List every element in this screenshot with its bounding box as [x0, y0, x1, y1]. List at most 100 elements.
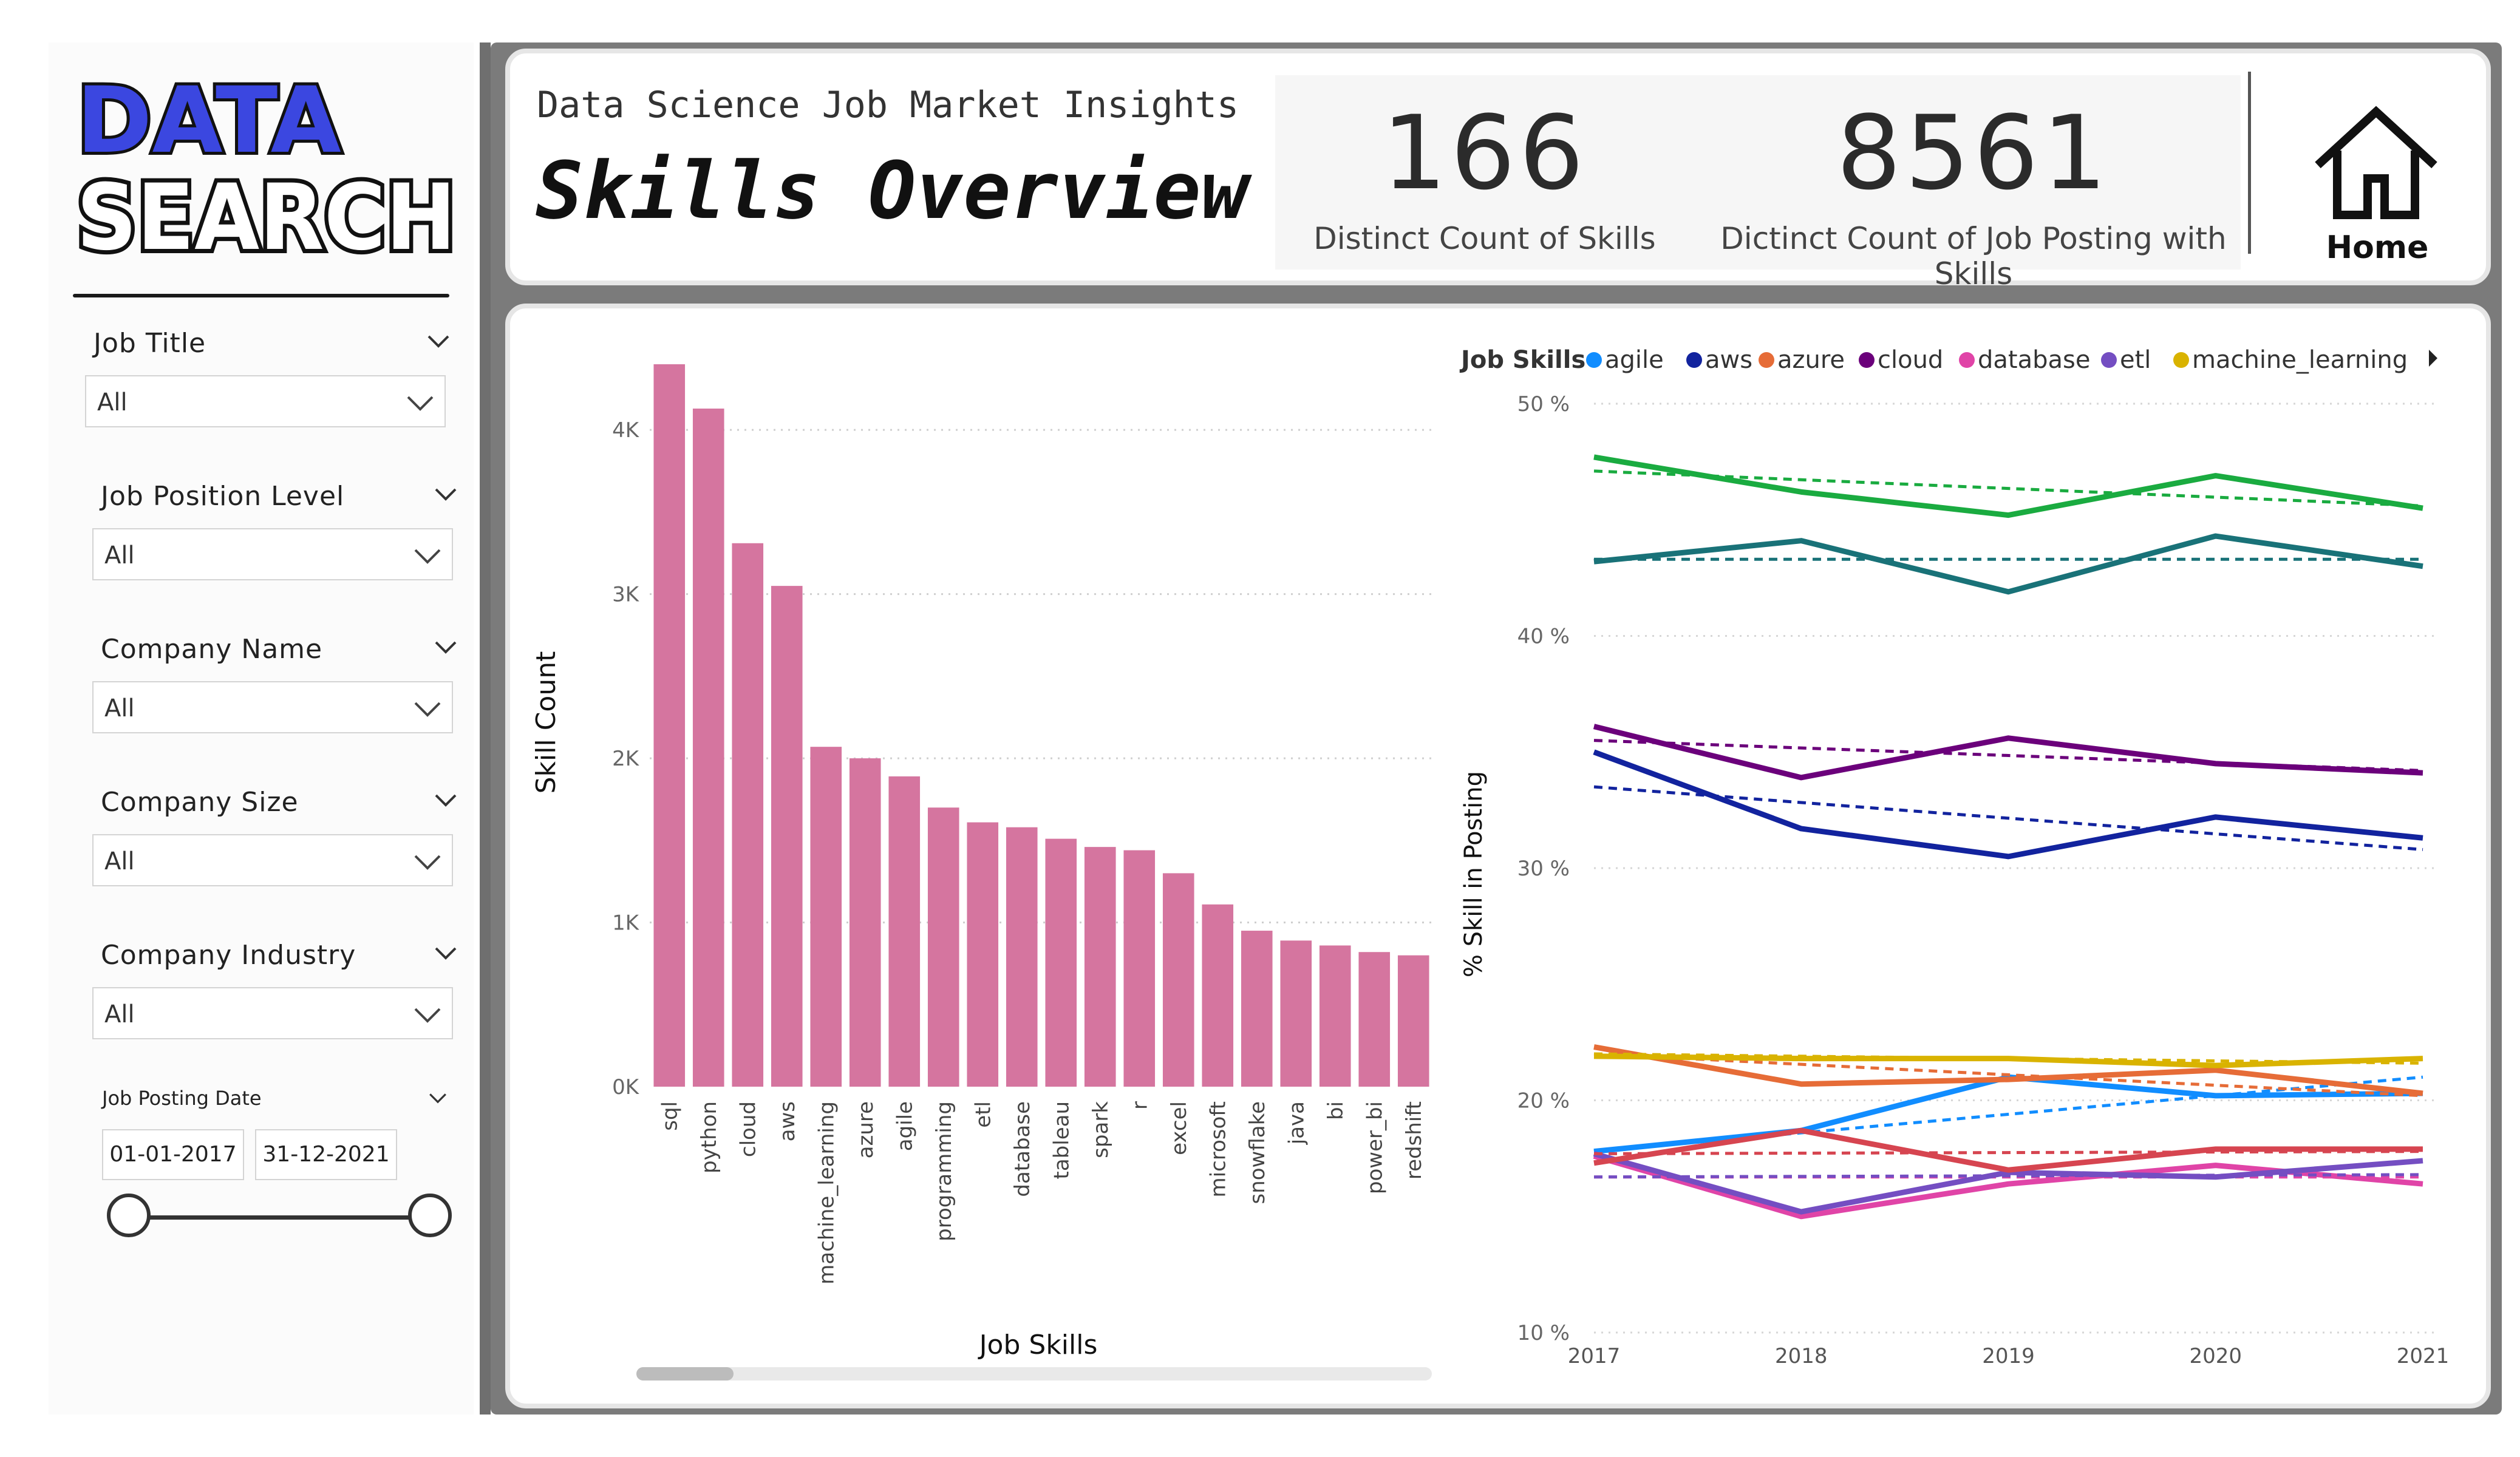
x-tick-label: etl [971, 1101, 995, 1128]
slider-end-handle[interactable] [408, 1194, 452, 1237]
legend-next-arrow-icon[interactable] [2429, 350, 2437, 367]
bar-database[interactable] [1006, 827, 1038, 1087]
bar-programming[interactable] [927, 807, 959, 1087]
bar-microsoft[interactable] [1202, 904, 1234, 1087]
bar-y-axis-title: Skill Count [531, 651, 562, 794]
legend-title: Job Skills [1459, 346, 1585, 374]
chevron-down-icon[interactable] [434, 790, 458, 809]
bar-java[interactable] [1280, 940, 1312, 1087]
logo-line2: SEARCH [77, 165, 456, 267]
legend-marker-aws[interactable] [1686, 352, 1702, 368]
bar-snowflake[interactable] [1241, 931, 1273, 1087]
job-title-dropdown[interactable]: All [85, 375, 446, 427]
bar-sql[interactable] [653, 364, 686, 1087]
legend-label-database[interactable]: database [1978, 346, 2090, 374]
chevron-down-icon [414, 549, 441, 564]
line-cloud[interactable] [1593, 724, 2423, 781]
line-series-9[interactable] [1593, 533, 2423, 595]
bar-power_bi[interactable] [1358, 952, 1391, 1087]
line-y-axis: 10 % 20 % 30 % 40 % 50 % [1517, 392, 1570, 1345]
kpi-job-postings-label: Dictinct Count of Job Posting with Skill… [1720, 221, 2227, 291]
page-title: Skills Overview [536, 144, 1248, 237]
chevron-down-icon[interactable] [427, 1090, 448, 1105]
line-machine_learning[interactable] [1593, 1053, 2423, 1068]
legend-marker-agile[interactable] [1586, 352, 1602, 368]
filter-label: Job Position Level [101, 481, 345, 512]
slider-start-handle[interactable] [107, 1194, 151, 1237]
chevron-down-icon [414, 1008, 441, 1023]
chevron-down-icon[interactable] [434, 484, 458, 503]
company-name-dropdown[interactable]: All [92, 681, 453, 733]
home-button-label[interactable]: Home [2326, 229, 2429, 266]
legend-label-etl[interactable]: etl [2120, 346, 2151, 374]
bar-python[interactable] [692, 409, 724, 1087]
legend-label-azure[interactable]: azure [1777, 346, 1845, 374]
chevron-down-icon[interactable] [434, 637, 458, 656]
job-position-level-dropdown[interactable]: All [92, 528, 453, 580]
bar-cloud[interactable] [732, 543, 764, 1087]
horizontal-scrollbar[interactable] [636, 1367, 1432, 1381]
line-y-axis-title: % Skill in Posting [1460, 771, 1488, 977]
bar-excel[interactable] [1162, 873, 1194, 1087]
x-tick-label: agile [893, 1101, 917, 1151]
filter-job-posting-date: Job Posting Date 01-01-2017 31-12-2021 [97, 1087, 461, 1269]
line-gridlines [1594, 402, 2435, 1334]
x-tick-label: spark [1089, 1101, 1113, 1158]
bar-aws[interactable] [771, 586, 803, 1087]
x-tick-label: machine_learning [814, 1101, 839, 1285]
bar-azure[interactable] [849, 758, 881, 1087]
x-tick-label: 2018 [1775, 1344, 1828, 1368]
x-tick-label: 2020 [2189, 1344, 2242, 1368]
bar-spark[interactable] [1084, 847, 1116, 1087]
x-tick-label: snowflake [1245, 1101, 1270, 1204]
chevron-down-icon[interactable] [426, 331, 451, 350]
chevron-down-icon[interactable] [434, 943, 458, 962]
bar-bi[interactable] [1319, 945, 1351, 1087]
x-tick-label: tableau [1049, 1101, 1074, 1180]
date-range-slider-track[interactable] [129, 1215, 432, 1220]
legend-label-agile[interactable]: agile [1605, 346, 1664, 374]
legend-marker-etl[interactable] [2101, 352, 2117, 368]
bar-redshift[interactable] [1397, 955, 1429, 1087]
line-series-10[interactable] [1593, 1127, 2423, 1173]
line-series-8[interactable] [1593, 454, 2423, 518]
bar-tableau[interactable] [1045, 838, 1077, 1087]
line-azure[interactable] [1593, 1044, 2423, 1096]
filter-label: Company Industry [101, 940, 356, 971]
legend-label-machine_learning[interactable]: machine_learning [2192, 346, 2408, 374]
filter-label: Company Name [101, 634, 323, 665]
x-tick-label: bi [1324, 1101, 1348, 1120]
bar-agile[interactable] [888, 776, 921, 1087]
x-tick-label: microsoft [1206, 1101, 1230, 1198]
y-tick-label: 0K [612, 1075, 640, 1099]
kpi-job-postings-value: 8561 [1836, 93, 2111, 212]
legend-label-cloud[interactable]: cloud [1878, 346, 1943, 374]
company-industry-dropdown[interactable]: All [92, 987, 453, 1039]
trend-line-azure [1593, 1052, 2423, 1098]
line-aws[interactable] [1593, 749, 2423, 860]
y-tick-label: 30 % [1517, 857, 1570, 881]
x-tick-label: r [1128, 1101, 1152, 1110]
trend-line-etl [1593, 1173, 2423, 1179]
filter-label: Job Title [94, 328, 206, 359]
end-date-input[interactable]: 31-12-2021 [255, 1129, 397, 1180]
x-tick-label: sql [658, 1101, 682, 1131]
legend-label-aws[interactable]: aws [1705, 346, 1752, 374]
filter-label: Company Size [101, 787, 299, 818]
header-card: Data Science Job Market Insights Skills … [505, 49, 2491, 291]
company-size-dropdown[interactable]: All [92, 834, 453, 886]
bar-r[interactable] [1123, 850, 1156, 1087]
legend-marker-cloud[interactable] [1859, 352, 1875, 368]
bar-machine_learning[interactable] [810, 747, 842, 1087]
home-icon[interactable] [2309, 102, 2443, 223]
x-tick-label: 2021 [2397, 1344, 2450, 1368]
legend-marker-machine_learning[interactable] [2173, 352, 2189, 368]
bar-etl[interactable] [967, 822, 999, 1087]
y-tick-label: 2K [612, 747, 640, 771]
x-tick-label: python [697, 1101, 721, 1173]
legend-marker-database[interactable] [1959, 352, 1975, 368]
legend-marker-azure[interactable] [1759, 352, 1774, 368]
scrollbar-thumb[interactable] [636, 1367, 734, 1381]
start-date-input[interactable]: 01-01-2017 [102, 1129, 244, 1180]
chevron-down-icon [414, 855, 441, 870]
